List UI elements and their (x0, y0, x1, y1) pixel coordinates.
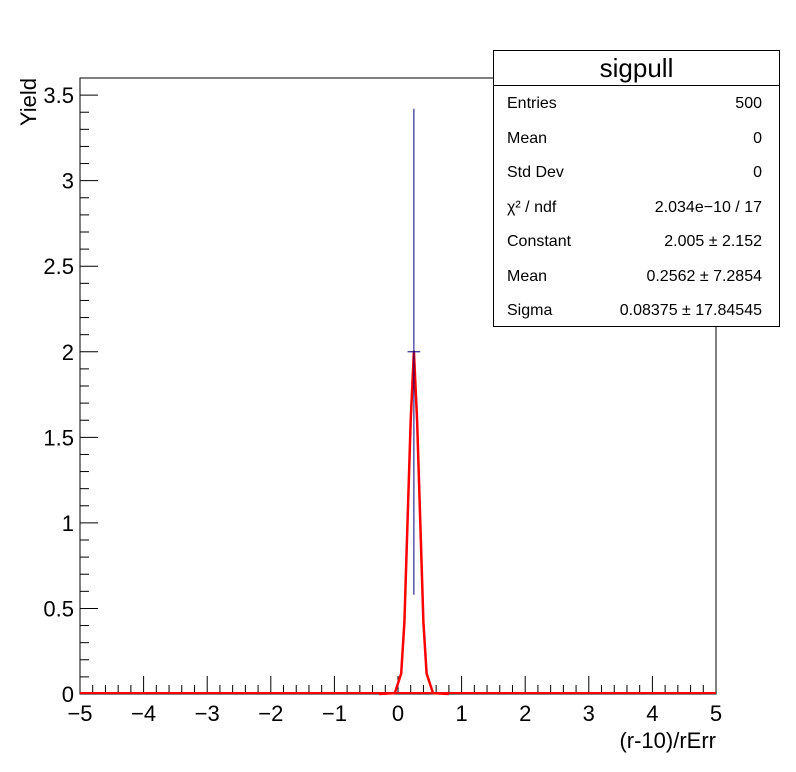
stats-row-name: χ² / ndf (507, 198, 557, 216)
stats-box: sigpull Entries 500 Mean 0 Std Dev 0 χ² / ndf 2… (493, 50, 780, 327)
stats-row: Entries 500 (507, 92, 762, 116)
x-tick-label: 1 (455, 701, 467, 726)
y-tick-label: 1.5 (43, 425, 74, 450)
stats-row-value: 0 (753, 164, 762, 181)
y-axis-title: Yield (16, 78, 41, 126)
axes: −5 −4 −3 −2 −1 0 1 2 3 4 5 0 0.5 1 1.5 2 2.5 3 3.5 (43, 77, 722, 726)
x-tick-label: −2 (258, 701, 283, 726)
x-tick-label: 3 (583, 701, 595, 726)
stats-row-value: 0.08375 ± 17.84545 (619, 302, 762, 319)
x-axis-title: (r-10)/rErr (619, 728, 716, 753)
stats-row-name: Constant (507, 233, 572, 250)
stats-row-name: Mean (507, 129, 548, 147)
y-tick-label: 2 (62, 340, 74, 365)
y-tick-label: 2.5 (43, 254, 74, 279)
x-tick-label: −4 (131, 701, 156, 726)
x-tick-label: 2 (519, 701, 531, 726)
stats-row-value: 2.034e−10 / 17 (654, 198, 762, 216)
stats-row-name: Std Dev (507, 164, 564, 181)
x-tick-label: −1 (322, 701, 347, 726)
y-tick-label: 3 (62, 169, 74, 194)
stats-row: Mean 0.2562 ± 7.2854 (507, 265, 762, 289)
stats-row-name: Entries (507, 95, 557, 112)
data-marks (80, 108, 716, 696)
stats-row: Sigma 0.08375 ± 17.84545 (507, 299, 762, 323)
stats-row: Std Dev 0 (507, 161, 762, 185)
y-tick-label: 0.5 (43, 596, 74, 621)
stats-title: sigpull (494, 51, 779, 86)
stats-row: χ² / ndf 2.034e−10 / 17 (507, 196, 762, 220)
stats-row-value: 500 (735, 95, 762, 112)
x-tick-label: 0 (392, 701, 404, 726)
y-tick-label: 3.5 (43, 83, 74, 108)
y-tick-label: 0 (62, 682, 74, 707)
stats-row-value: 0.2562 ± 7.2854 (646, 267, 762, 285)
x-tick-label: 4 (646, 701, 658, 726)
y-tick-label: 1 (62, 511, 74, 536)
x-tick-label: −3 (195, 701, 220, 726)
stats-row-name: Sigma (507, 302, 553, 319)
x-tick-label: 5 (710, 701, 722, 726)
x-tick-label: −5 (67, 701, 92, 726)
stats-row: Constant 2.005 ± 2.152 (507, 230, 762, 254)
stats-row-value: 0 (753, 129, 762, 147)
stats-row-value: 2.005 ± 2.152 (664, 233, 762, 250)
stats-row-name: Mean (507, 267, 548, 285)
stats-row: Mean 0 (507, 127, 762, 151)
